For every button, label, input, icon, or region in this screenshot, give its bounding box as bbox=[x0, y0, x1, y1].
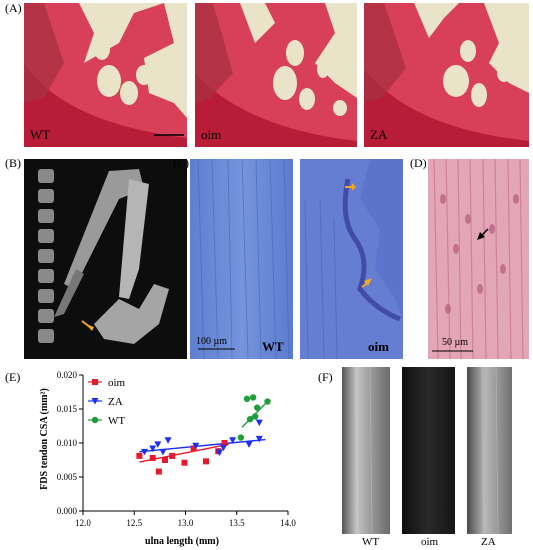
legend-label-oim: oim bbox=[108, 377, 126, 389]
legend-marker-wt bbox=[91, 416, 99, 424]
data-point-wt bbox=[237, 434, 245, 441]
legend-label-za: ZA bbox=[108, 396, 123, 408]
data-point-za bbox=[149, 445, 157, 452]
data-point-oim bbox=[181, 459, 188, 466]
histology-image-za-a: ZA bbox=[364, 3, 529, 147]
data-point-oim bbox=[155, 468, 162, 475]
data-point-oim bbox=[190, 445, 197, 452]
data-point-oim bbox=[136, 452, 143, 459]
histology-image-wt-a: WT bbox=[24, 3, 187, 147]
legend-label-wt: WT bbox=[108, 415, 125, 427]
data-point-za bbox=[255, 435, 263, 443]
y-tick-label: 0.015 bbox=[57, 404, 78, 414]
y-tick-label: 0.005 bbox=[57, 472, 78, 482]
ultrasound-image-f bbox=[342, 367, 512, 534]
data-point-wt bbox=[249, 394, 257, 401]
panel-label-f: (F) bbox=[318, 370, 333, 384]
scale-text-d: 50 µm bbox=[442, 337, 469, 348]
y-tick-label: 0.010 bbox=[57, 438, 78, 448]
label-c-oim: oim bbox=[368, 339, 389, 354]
y-tick-label: 0.000 bbox=[57, 506, 78, 516]
label-f-za: ZA bbox=[481, 536, 496, 548]
x-tick-label: 13.0 bbox=[178, 518, 194, 528]
data-point-wt bbox=[264, 398, 271, 405]
panel-label-b: (B) bbox=[5, 156, 21, 170]
toluidine-image-oim-c: oim bbox=[300, 159, 403, 359]
scatter-chart: 12.0 12.5 13.0 13.5 14.0 0.000 0.005 0.010 0.015… bbox=[39, 370, 296, 547]
y-tick-label: 0.020 bbox=[57, 370, 78, 380]
panel-label-d: (D) bbox=[410, 156, 427, 170]
data-point-wt bbox=[254, 404, 261, 411]
data-point-oim bbox=[149, 454, 156, 461]
data-point-wt bbox=[243, 395, 251, 402]
data-point-za bbox=[229, 437, 237, 444]
data-point-za bbox=[154, 441, 162, 448]
scale-text-c: 100 µm bbox=[196, 336, 228, 347]
data-point-za bbox=[159, 448, 167, 456]
data-point-za bbox=[192, 442, 200, 450]
label-a-za: ZA bbox=[370, 127, 388, 142]
x-tick-label: 14.0 bbox=[280, 518, 296, 528]
data-point-za bbox=[245, 441, 253, 448]
data-point-oim bbox=[203, 458, 209, 465]
panel-label-a: (A) bbox=[5, 1, 22, 15]
histology-image-oim-a: oim bbox=[195, 3, 357, 147]
data-point-oim bbox=[162, 457, 168, 463]
label-a-wt: WT bbox=[30, 127, 51, 142]
legend-marker-za bbox=[91, 398, 99, 405]
data-point-za bbox=[219, 444, 227, 452]
x-tick-label: 13.5 bbox=[229, 518, 245, 528]
xray-image-b bbox=[24, 159, 187, 359]
data-point-za bbox=[255, 419, 263, 427]
data-point-za bbox=[164, 437, 172, 444]
chart-ylabel: FDS tendon CSA (mm²) bbox=[39, 388, 50, 490]
data-point-za bbox=[215, 449, 223, 457]
label-a-oim: oim bbox=[201, 127, 222, 142]
panel-label-c: (C) bbox=[173, 156, 189, 170]
x-tick-label: 12.5 bbox=[126, 518, 142, 528]
toluidine-image-wt-c: 100 µm WT bbox=[190, 159, 293, 359]
label-f-wt: WT bbox=[362, 536, 380, 548]
he-image-d: 50 µm bbox=[428, 159, 529, 359]
x-tick-label: 12.0 bbox=[75, 518, 91, 528]
label-c-wt: WT bbox=[262, 339, 284, 354]
panel-label-e: (E) bbox=[5, 370, 21, 384]
data-point-oim bbox=[221, 440, 228, 446]
data-point-wt bbox=[252, 413, 259, 420]
data-point-wt bbox=[246, 416, 254, 423]
data-point-oim bbox=[169, 452, 176, 459]
legend-marker-oim bbox=[92, 379, 98, 385]
label-f-oim: oim bbox=[421, 536, 439, 548]
data-point-za bbox=[141, 448, 148, 456]
chart-xlabel: ulna length (mm) bbox=[145, 536, 219, 547]
